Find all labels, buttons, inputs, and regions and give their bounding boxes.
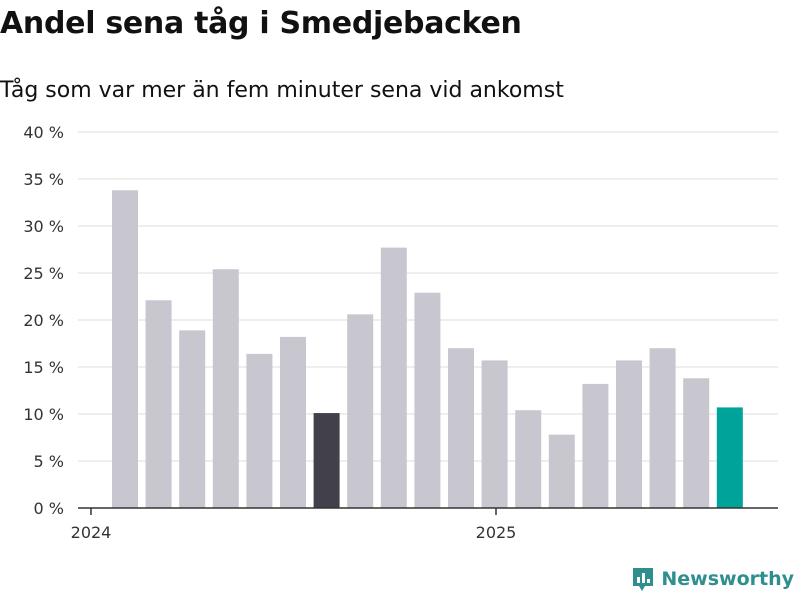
y-tick-label: 30 % bbox=[23, 217, 64, 236]
bar bbox=[313, 413, 340, 508]
bar bbox=[515, 410, 542, 508]
y-tick-label: 35 % bbox=[23, 170, 64, 189]
bar bbox=[414, 292, 441, 508]
newsworthy-logo-icon bbox=[633, 568, 654, 591]
bar bbox=[246, 353, 273, 508]
x-tick-label: 2025 bbox=[476, 523, 517, 542]
brand-name: Newsworthy bbox=[661, 568, 794, 590]
brand-logo: Newsworthy bbox=[631, 566, 794, 592]
x-tick-label: 2024 bbox=[71, 523, 112, 542]
bar bbox=[683, 378, 710, 508]
bar bbox=[716, 407, 743, 508]
bar bbox=[548, 434, 575, 508]
bar bbox=[448, 348, 474, 508]
y-tick-label: 5 % bbox=[34, 452, 64, 471]
bar bbox=[380, 247, 407, 508]
chart-subtitle: Tåg som var mer än fem minuter sena vid … bbox=[0, 78, 564, 103]
y-tick-label: 15 % bbox=[23, 358, 64, 377]
bar bbox=[649, 348, 676, 508]
bar bbox=[212, 269, 239, 508]
y-tick-label: 25 % bbox=[23, 264, 64, 283]
bar bbox=[481, 360, 508, 508]
bar bbox=[616, 360, 642, 508]
bar bbox=[347, 314, 374, 508]
y-tick-label: 20 % bbox=[23, 311, 64, 330]
bar bbox=[582, 383, 609, 508]
chart-title: Andel sena tåg i Smedjebacken bbox=[0, 6, 522, 41]
bar bbox=[145, 300, 172, 508]
y-tick-label: 0 % bbox=[34, 499, 64, 518]
y-tick-label: 40 % bbox=[23, 123, 64, 142]
bar bbox=[179, 330, 206, 508]
bar bbox=[112, 190, 138, 508]
bar bbox=[280, 336, 306, 508]
y-tick-label: 10 % bbox=[23, 405, 64, 424]
